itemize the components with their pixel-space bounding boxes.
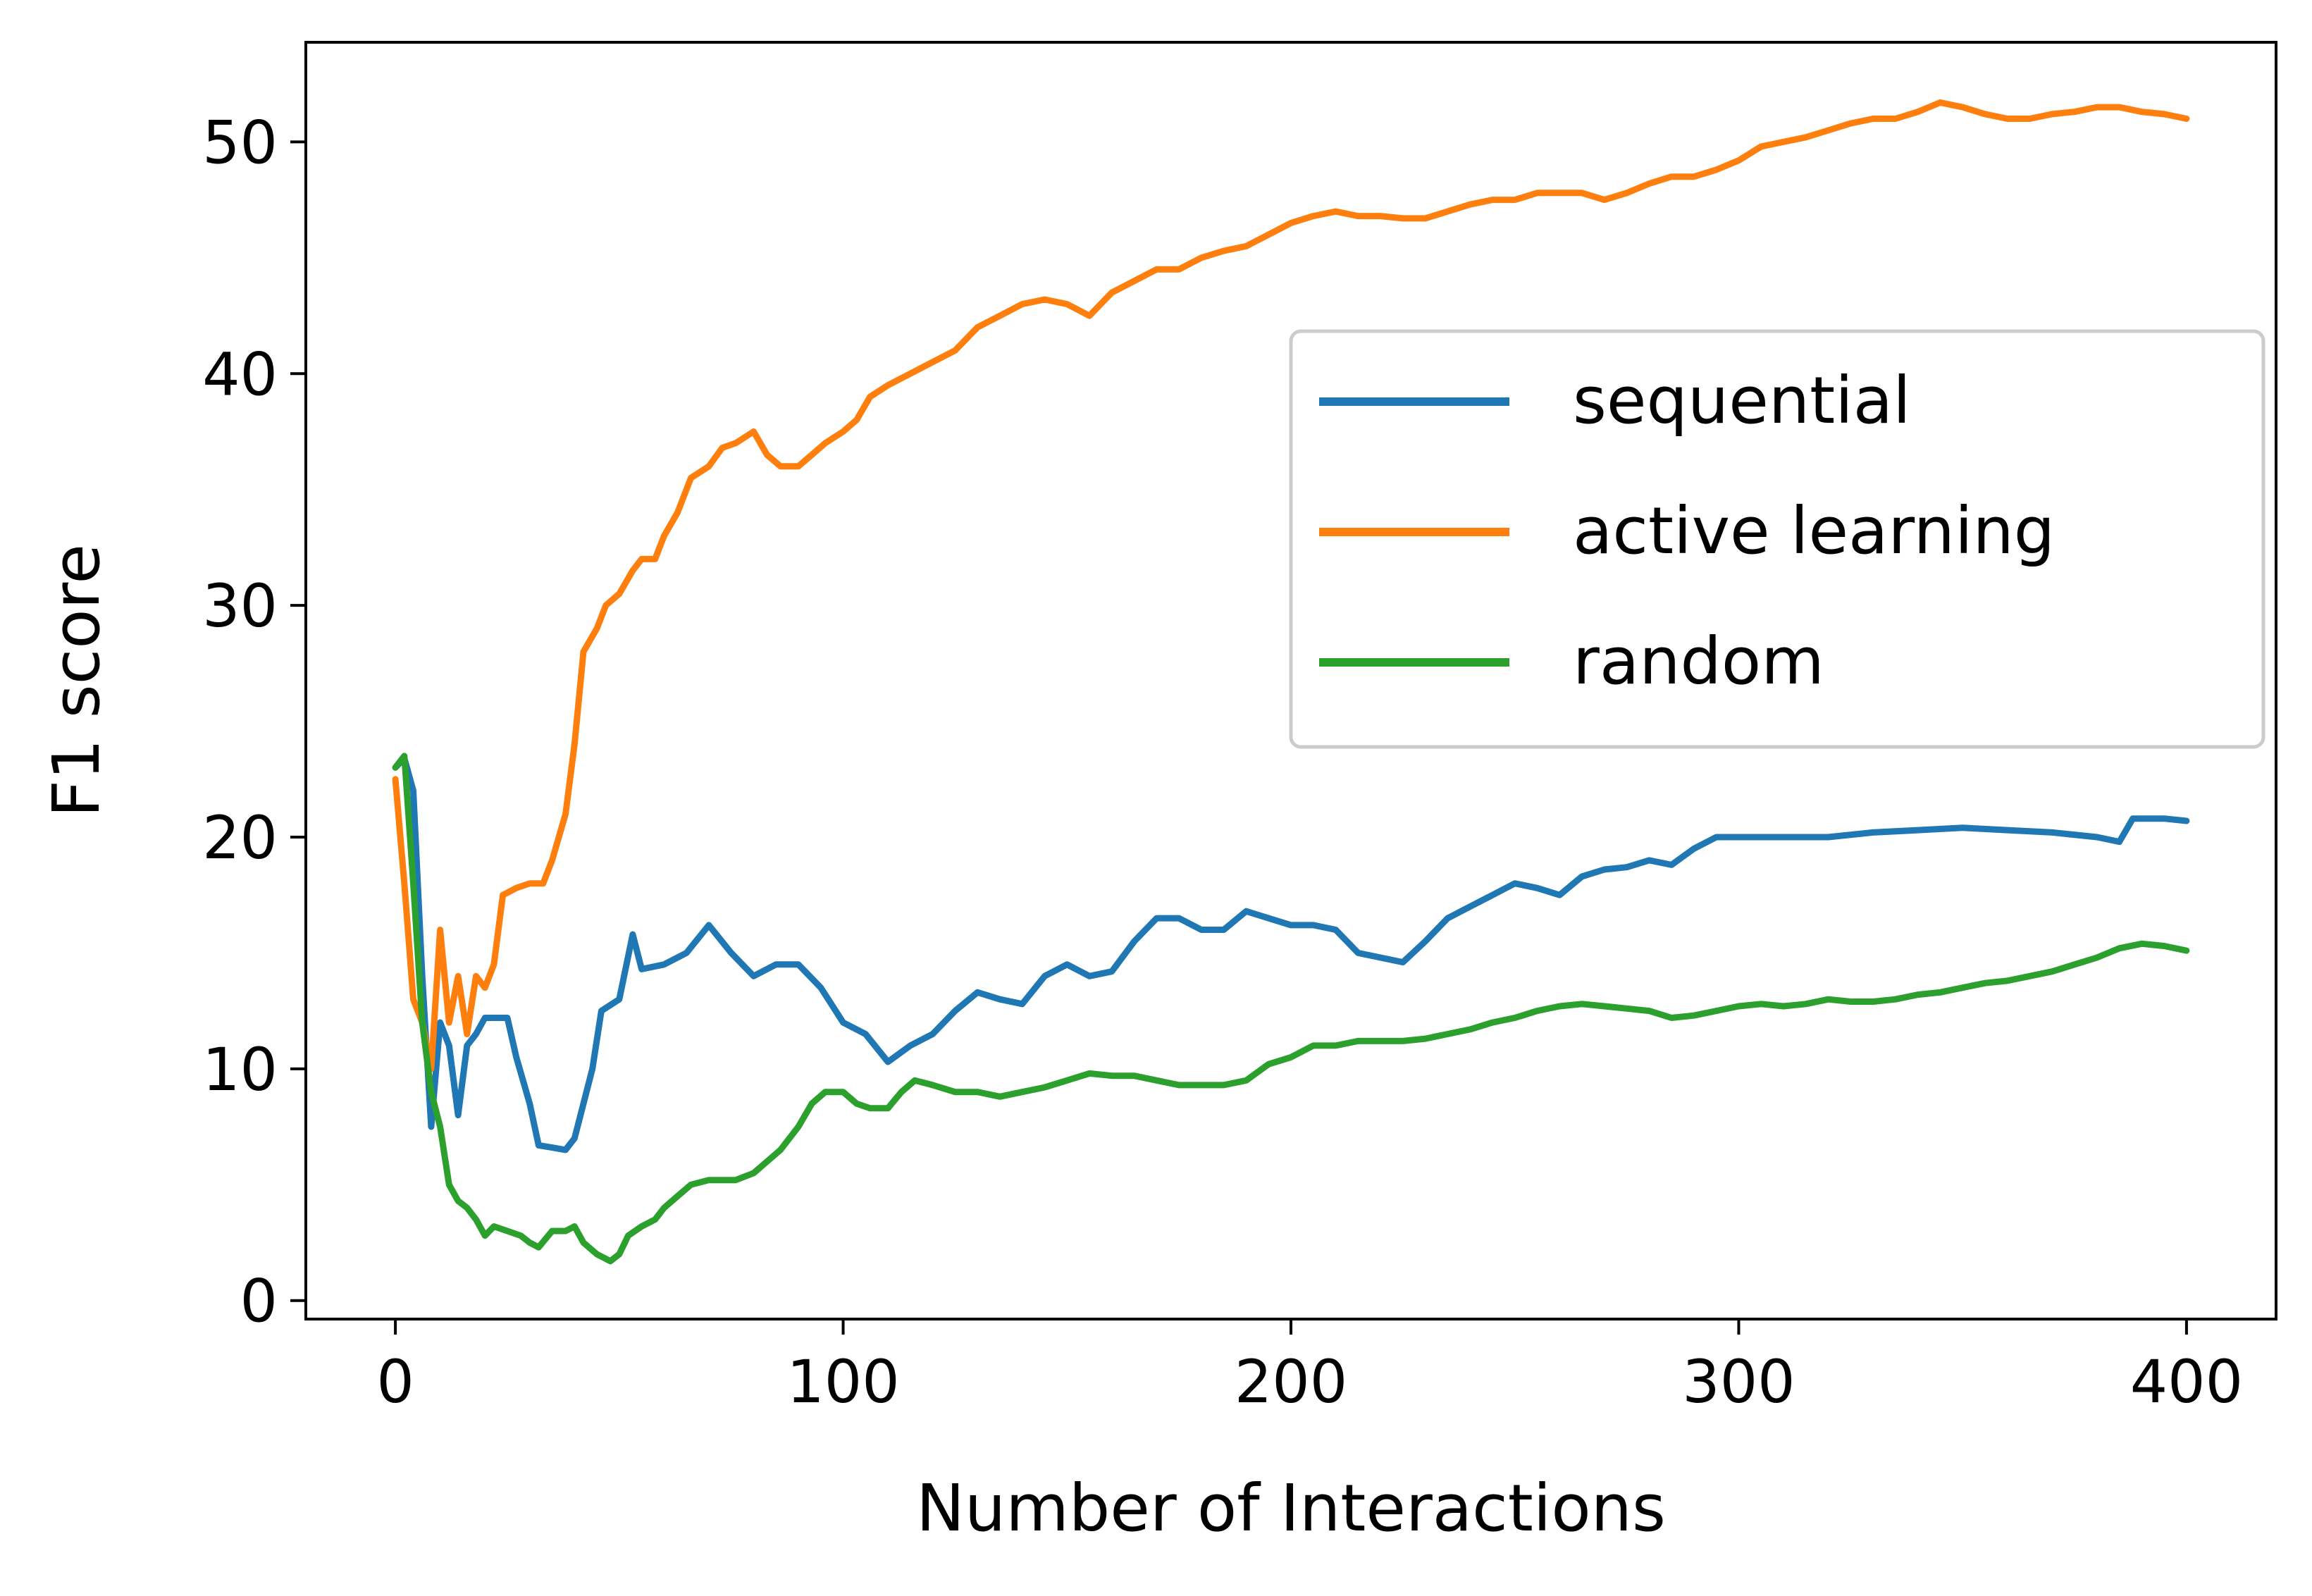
axes-frame <box>304 41 2277 1320</box>
x-tick-label: 100 <box>786 1347 899 1416</box>
legend: sequential active learning random <box>1289 329 2265 749</box>
y-tick-label: 10 <box>202 1035 278 1104</box>
y-tick-label: 50 <box>202 108 278 177</box>
legend-label-sequential: sequential <box>1573 363 1911 438</box>
x-tick-label: 400 <box>2130 1347 2243 1416</box>
y-axis-ticks: 0 10 20 30 40 50 <box>202 108 306 1336</box>
y-tick-label: 30 <box>202 571 278 641</box>
x-axis-ticks: 0 100 200 300 400 <box>376 1319 2243 1416</box>
x-tick-label: 0 <box>376 1347 414 1416</box>
plot-lines <box>392 99 2190 1265</box>
series-line-random <box>392 753 2190 1265</box>
series-line-active-learning <box>392 99 2190 1072</box>
x-axis-label: Number of Interactions <box>916 1471 1666 1546</box>
y-tick-label: 0 <box>240 1267 278 1336</box>
series-line-sequential <box>392 755 2190 1153</box>
y-axis-label: F1 score <box>39 544 114 817</box>
legend-label-random: random <box>1573 624 1824 699</box>
y-tick-label: 40 <box>202 340 278 409</box>
x-tick-label: 300 <box>1682 1347 1795 1416</box>
legend-label-active-learning: active learning <box>1573 493 2055 569</box>
legend-frame <box>1289 329 2265 749</box>
x-tick-label: 200 <box>1235 1347 1347 1416</box>
y-tick-label: 20 <box>202 803 278 872</box>
